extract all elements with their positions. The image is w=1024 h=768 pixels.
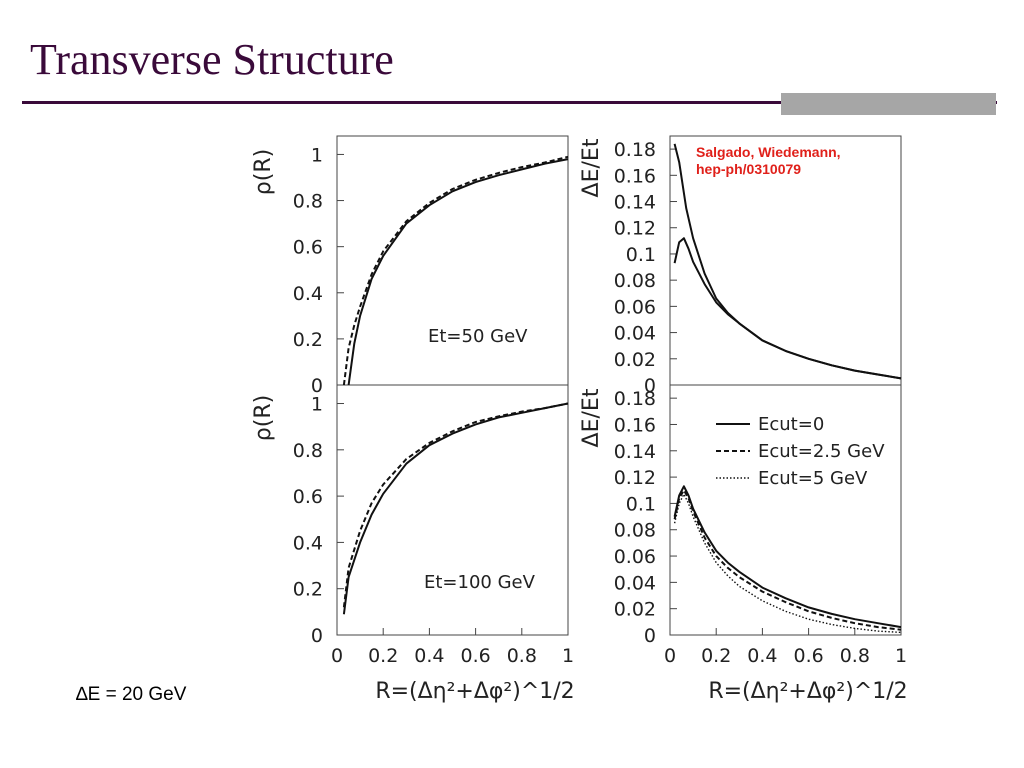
- ytick-label-bottom-right: 0.16: [614, 414, 656, 436]
- ytick-label-bottom-right: 0.06: [614, 546, 656, 568]
- xtick-label-bottom-right: 0.4: [747, 645, 777, 667]
- ytick-label-bottom-right: 0.18: [614, 388, 656, 410]
- xtick-label-bottom-right: 0: [664, 645, 676, 667]
- ytick-label-top-right: 0.18: [614, 139, 656, 161]
- xlabel-left: R=(Δη²+Δφ²)^1/2: [375, 679, 574, 704]
- series-line-top-left-dashed-1: [342, 155, 569, 386]
- ytick-label-bottom-left: 0.4: [293, 532, 323, 554]
- ytick-label-top-right: 0.06: [614, 296, 656, 318]
- xlabel-right: R=(Δη²+Δφ²)^1/2: [708, 679, 907, 704]
- ytick-label-top-right: 0: [644, 375, 656, 397]
- ytick-label-bottom-left: 0.2: [293, 579, 323, 601]
- xtick-label-bottom-right: 0.8: [840, 645, 870, 667]
- ytick-label-top-left: 1: [311, 144, 323, 166]
- ylabel-bottom-left: ρ(R): [251, 395, 276, 441]
- xtick-label-bottom-left: 0.2: [368, 645, 398, 667]
- ytick-label-bottom-left: 0.6: [293, 486, 323, 508]
- legend-label-ecut-5: Ecut=5 GeV: [758, 468, 868, 489]
- xtick-label-bottom-right: 1: [895, 645, 907, 667]
- ytick-label-top-left: 0.4: [293, 283, 323, 305]
- xtick-label-bottom-left: 0.8: [507, 645, 537, 667]
- ytick-label-top-right: 0.14: [614, 192, 656, 214]
- ytick-label-top-left: 0.2: [293, 329, 323, 351]
- ytick-label-bottom-left: 1: [311, 394, 323, 416]
- ytick-label-top-right: 0.16: [614, 165, 656, 187]
- ytick-label-top-right: 0.02: [614, 349, 656, 371]
- legend-label-ecut-0: Ecut=0: [758, 414, 824, 435]
- panel-frame-bottom-left: [336, 384, 569, 636]
- legend: Ecut=0 Ecut=2.5 GeV Ecut=5 GeV: [716, 414, 885, 489]
- series-line-top-right-solid-1: [673, 237, 902, 380]
- ylabel-bottom-right: ΔE/Et: [579, 388, 604, 447]
- annotation-et-100: Et=100 GeV: [424, 572, 536, 593]
- panel-frame-top-left: [336, 135, 569, 386]
- ylabel-top-right: ΔE/Et: [579, 138, 604, 197]
- ytick-label-bottom-right: 0.02: [614, 599, 656, 621]
- slide-title: Transverse Structure: [30, 35, 394, 84]
- ytick-label-bottom-right: 0: [644, 625, 656, 647]
- ytick-label-top-right: 0.04: [614, 323, 656, 345]
- ytick-label-top-left: 0.8: [293, 191, 323, 213]
- title-rule: [22, 101, 997, 104]
- ytick-label-bottom-right: 0.04: [614, 572, 656, 594]
- ytick-label-bottom-left: 0.8: [293, 440, 323, 462]
- xtick-label-bottom-left: 0.4: [414, 645, 444, 667]
- xtick-label-bottom-right: 0.6: [793, 645, 823, 667]
- ytick-label-top-left: 0: [311, 375, 323, 397]
- panel-frame-bottom-right: [669, 384, 902, 636]
- series-line-bottom-right-solid-0: [673, 485, 902, 629]
- ytick-label-top-right: 0.08: [614, 270, 656, 292]
- series-line-top-right-solid-0: [673, 143, 902, 380]
- citation-line-2: hep-ph/0310079: [696, 161, 801, 177]
- series-line-bottom-right-dashed-1: [673, 489, 902, 631]
- series-line-bottom-right-dotted-2: [673, 493, 902, 634]
- ytick-label-bottom-right: 0.14: [614, 441, 656, 463]
- xtick-label-bottom-right: 0.2: [701, 645, 731, 667]
- series-line-bottom-left-dashed-1: [342, 402, 569, 608]
- xtick-label-bottom-left: 1: [562, 645, 574, 667]
- ytick-label-bottom-left: 0: [311, 625, 323, 647]
- annotation-et-50: Et=50 GeV: [428, 326, 528, 347]
- xtick-label-bottom-left: 0.6: [460, 645, 490, 667]
- ytick-label-top-right: 0.1: [626, 244, 656, 266]
- ytick-label-bottom-right: 0.1: [626, 493, 656, 515]
- ytick-label-top-right: 0.12: [614, 218, 656, 240]
- series-line-bottom-left-solid-0: [342, 402, 569, 615]
- ylabel-top-left: ρ(R): [251, 149, 276, 195]
- legend-label-ecut-2-5: Ecut=2.5 GeV: [758, 441, 885, 462]
- delta-e-label: ∆E = 20 GeV: [76, 684, 187, 705]
- xtick-label-bottom-left: 0: [331, 645, 343, 667]
- ytick-label-bottom-right: 0.08: [614, 520, 656, 542]
- ytick-label-bottom-right: 0.12: [614, 467, 656, 489]
- ytick-label-top-left: 0.6: [293, 237, 323, 259]
- series-line-top-left-solid-0: [347, 158, 569, 386]
- title-accent-bar: [781, 93, 996, 115]
- citation-line-1: Salgado, Wiedemann,: [696, 144, 841, 160]
